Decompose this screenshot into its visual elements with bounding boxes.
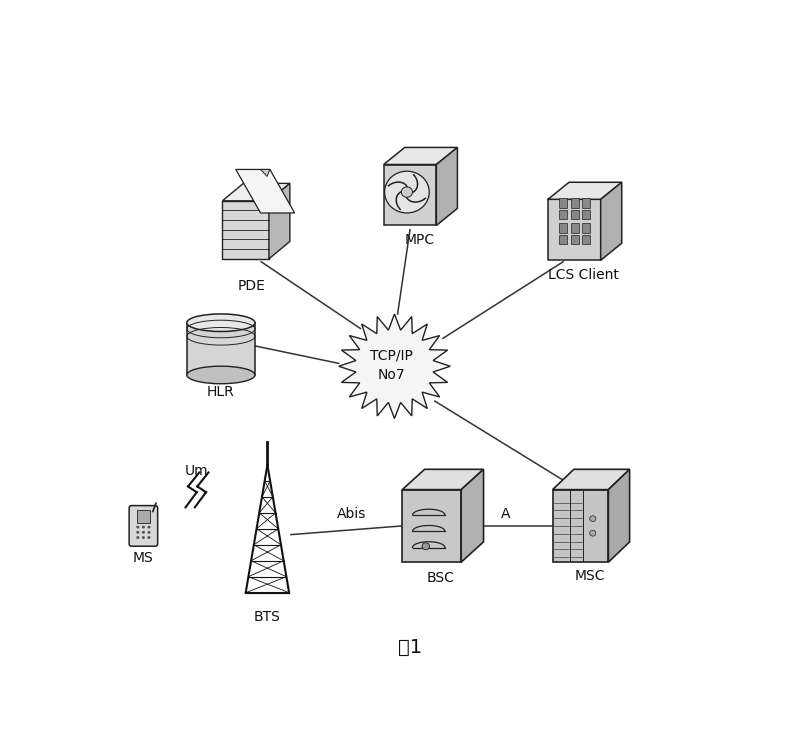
Polygon shape	[402, 489, 461, 562]
Polygon shape	[384, 148, 458, 164]
Polygon shape	[559, 210, 567, 219]
Ellipse shape	[186, 314, 255, 332]
Polygon shape	[570, 223, 578, 233]
Polygon shape	[559, 198, 567, 208]
Ellipse shape	[186, 366, 255, 384]
Circle shape	[142, 526, 145, 529]
Polygon shape	[222, 183, 290, 201]
Text: TCP/IP: TCP/IP	[370, 349, 413, 363]
Polygon shape	[570, 235, 578, 244]
Circle shape	[402, 187, 413, 198]
Polygon shape	[338, 314, 450, 418]
Circle shape	[147, 526, 150, 529]
Polygon shape	[548, 199, 601, 260]
Polygon shape	[222, 201, 269, 259]
Text: PDE: PDE	[238, 279, 266, 293]
Polygon shape	[436, 148, 458, 225]
Text: MSC: MSC	[574, 569, 605, 584]
Polygon shape	[236, 170, 294, 213]
Circle shape	[590, 530, 596, 536]
Polygon shape	[261, 170, 270, 176]
Polygon shape	[187, 323, 255, 375]
Polygon shape	[553, 489, 609, 562]
Polygon shape	[559, 235, 567, 244]
Polygon shape	[559, 223, 567, 233]
Circle shape	[136, 531, 139, 534]
Circle shape	[147, 536, 150, 539]
Polygon shape	[601, 182, 622, 260]
Polygon shape	[570, 198, 578, 208]
Polygon shape	[384, 164, 436, 225]
Circle shape	[136, 536, 139, 539]
Text: LCS Client: LCS Client	[548, 268, 619, 281]
Polygon shape	[461, 469, 483, 562]
Circle shape	[147, 531, 150, 534]
Text: MPC: MPC	[404, 233, 434, 247]
Text: A: A	[502, 507, 511, 521]
Circle shape	[590, 516, 596, 522]
Polygon shape	[570, 210, 578, 219]
Circle shape	[136, 526, 139, 529]
Polygon shape	[137, 510, 150, 523]
Polygon shape	[609, 469, 630, 562]
Polygon shape	[582, 223, 590, 233]
Text: HLR: HLR	[207, 385, 234, 399]
Circle shape	[385, 171, 430, 213]
Text: BTS: BTS	[254, 610, 281, 624]
Polygon shape	[402, 469, 483, 489]
Polygon shape	[269, 183, 290, 259]
Polygon shape	[582, 198, 590, 208]
Text: Abis: Abis	[337, 507, 366, 521]
Circle shape	[142, 531, 145, 534]
Text: 图1: 图1	[398, 639, 422, 657]
Polygon shape	[582, 210, 590, 219]
Polygon shape	[548, 182, 622, 199]
Circle shape	[422, 543, 430, 550]
Text: No7: No7	[378, 368, 406, 382]
Text: Um: Um	[184, 464, 208, 478]
Text: BSC: BSC	[427, 572, 455, 585]
FancyBboxPatch shape	[129, 506, 158, 546]
Circle shape	[142, 536, 145, 539]
Text: MS: MS	[133, 551, 154, 566]
Polygon shape	[553, 469, 630, 489]
Polygon shape	[582, 235, 590, 244]
